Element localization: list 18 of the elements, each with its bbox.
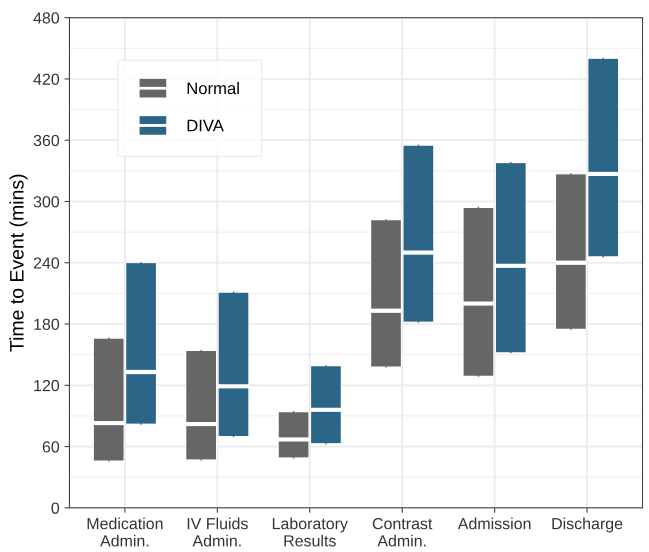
y-axis-title: Time to Event (mins) — [9, 174, 28, 352]
x-tick-label: Admission — [458, 518, 530, 530]
x-tick-label: IV Fluids Admin. — [188, 518, 248, 546]
y-tick-label: 0 — [51, 502, 60, 514]
x-tick-label: Contrast Admin. — [372, 518, 432, 546]
y-tick-label: 60 — [42, 441, 60, 453]
x-tick-label: Discharge — [552, 518, 622, 532]
y-tick-label: 180 — [34, 318, 60, 330]
y-tick-label: 120 — [34, 380, 60, 392]
legend-label: Normal — [188, 82, 239, 94]
y-tick-label: 240 — [34, 257, 60, 269]
legend-label: DIVA — [188, 120, 224, 132]
y-tick-label: 480 — [33, 12, 60, 24]
y-tick-label: 360 — [34, 134, 60, 146]
x-tick-label: Laboratory Results — [272, 518, 348, 546]
y-tick-label: 300 — [34, 196, 60, 208]
x-tick-label: Medication Admin. — [88, 518, 162, 546]
y-tick-label: 420 — [33, 74, 60, 85]
